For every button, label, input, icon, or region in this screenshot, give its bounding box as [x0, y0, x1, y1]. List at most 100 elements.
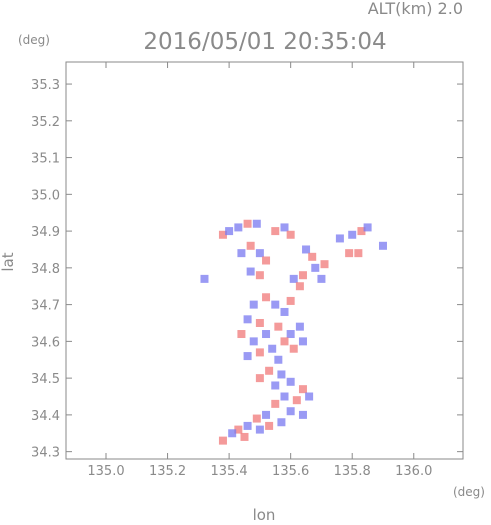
echo-cell — [295, 282, 304, 291]
y-tick-label: 34.7 — [31, 299, 60, 314]
echo-cell — [228, 429, 237, 438]
echo-cell — [335, 234, 344, 243]
echo-cell — [255, 318, 264, 327]
echo-cell — [277, 418, 286, 427]
radar-echo-cells — [200, 219, 387, 445]
y-axis-label: lat — [0, 252, 17, 271]
echo-cell — [298, 410, 307, 419]
y-tick-label: 34.8 — [31, 262, 60, 277]
y-unit-label: (deg) — [18, 33, 50, 47]
echo-cell — [200, 274, 209, 283]
echo-cell — [265, 366, 274, 375]
echo-cell — [249, 337, 258, 346]
y-tick-label: 35.0 — [31, 188, 60, 203]
echo-cell — [348, 230, 357, 239]
y-tick-label: 34.9 — [31, 225, 60, 240]
x-tick-label: 135.4 — [210, 464, 247, 479]
echo-cell — [268, 344, 277, 353]
echo-cell — [308, 252, 317, 261]
y-tick-label: 34.4 — [31, 409, 60, 424]
echo-cell — [363, 223, 372, 232]
echo-cell — [289, 344, 298, 353]
echo-cell — [286, 377, 295, 386]
echo-cell — [262, 293, 271, 302]
echo-cell — [378, 241, 387, 250]
x-tick-label: 135.0 — [87, 464, 124, 479]
echo-cell — [246, 267, 255, 276]
echo-cell — [298, 337, 307, 346]
echo-cell — [218, 436, 227, 445]
altitude-label: ALT(km) 2.0 — [368, 0, 463, 18]
echo-cell — [271, 381, 280, 390]
echo-cell — [280, 392, 289, 401]
echo-cell — [286, 230, 295, 239]
echo-cell — [265, 421, 274, 430]
y-tick-label: 35.2 — [31, 115, 60, 130]
echo-cell — [249, 300, 258, 309]
echo-cell — [280, 337, 289, 346]
echo-cell — [243, 219, 252, 228]
echo-cell — [243, 315, 252, 324]
y-tick-label: 34.3 — [31, 446, 60, 461]
echo-cell — [271, 300, 280, 309]
echo-cell — [240, 432, 249, 441]
echo-cell — [274, 322, 283, 331]
echo-cell — [286, 296, 295, 305]
echo-cell — [280, 223, 289, 232]
axis-ticks: 135.0 135.2 135.4 135.6 135.8 136.0 34.3 34.4 34… — [31, 62, 463, 479]
echo-cell — [225, 227, 234, 236]
echo-cell — [234, 425, 243, 434]
echo-cell — [289, 274, 298, 283]
echo-cell — [295, 322, 304, 331]
echo-cell — [246, 241, 255, 250]
echo-cell — [357, 227, 366, 236]
echo-cell — [317, 274, 326, 283]
x-tick-label: 135.6 — [272, 464, 309, 479]
echo-cell — [255, 374, 264, 383]
plot-frame — [65, 61, 464, 460]
echo-cell — [271, 227, 280, 236]
echo-cell — [345, 249, 354, 258]
echo-cell — [354, 249, 363, 258]
echo-cell — [298, 385, 307, 394]
echo-cell — [320, 260, 329, 269]
echo-cell — [286, 330, 295, 339]
echo-cell — [286, 407, 295, 416]
x-axis-label: lon — [253, 506, 276, 521]
x-unit-label: (deg) — [453, 485, 485, 499]
echo-cell — [262, 330, 271, 339]
echo-cell — [311, 263, 320, 272]
echo-cell — [298, 271, 307, 280]
echo-cell — [292, 396, 301, 405]
echo-cell — [305, 392, 314, 401]
echo-cell — [262, 410, 271, 419]
y-tick-label: 35.1 — [31, 152, 60, 167]
y-tick-label: 34.5 — [31, 372, 60, 387]
echo-cell — [243, 421, 252, 430]
x-tick-label: 135.2 — [149, 464, 186, 479]
echo-cell — [255, 425, 264, 434]
echo-cell — [277, 370, 286, 379]
echo-cell — [243, 352, 252, 361]
echo-cell — [237, 330, 246, 339]
echo-cell — [302, 245, 311, 254]
x-tick-label: 135.8 — [334, 464, 371, 479]
echo-cell — [262, 256, 271, 265]
echo-cell — [218, 230, 227, 239]
y-tick-label: 35.3 — [31, 78, 60, 93]
echo-cell — [271, 399, 280, 408]
echo-cell — [237, 249, 246, 258]
echo-cell — [255, 271, 264, 280]
echo-cell — [252, 219, 261, 228]
echo-cell — [280, 307, 289, 316]
echo-cell — [252, 414, 261, 423]
echo-cell — [255, 249, 264, 258]
y-tick-label: 34.6 — [31, 335, 60, 350]
x-tick-label: 136.0 — [395, 464, 432, 479]
echo-cell — [255, 348, 264, 357]
chart-title: 2016/05/01 20:35:04 — [143, 29, 386, 55]
echo-cell — [234, 223, 243, 232]
echo-cell — [274, 355, 283, 364]
